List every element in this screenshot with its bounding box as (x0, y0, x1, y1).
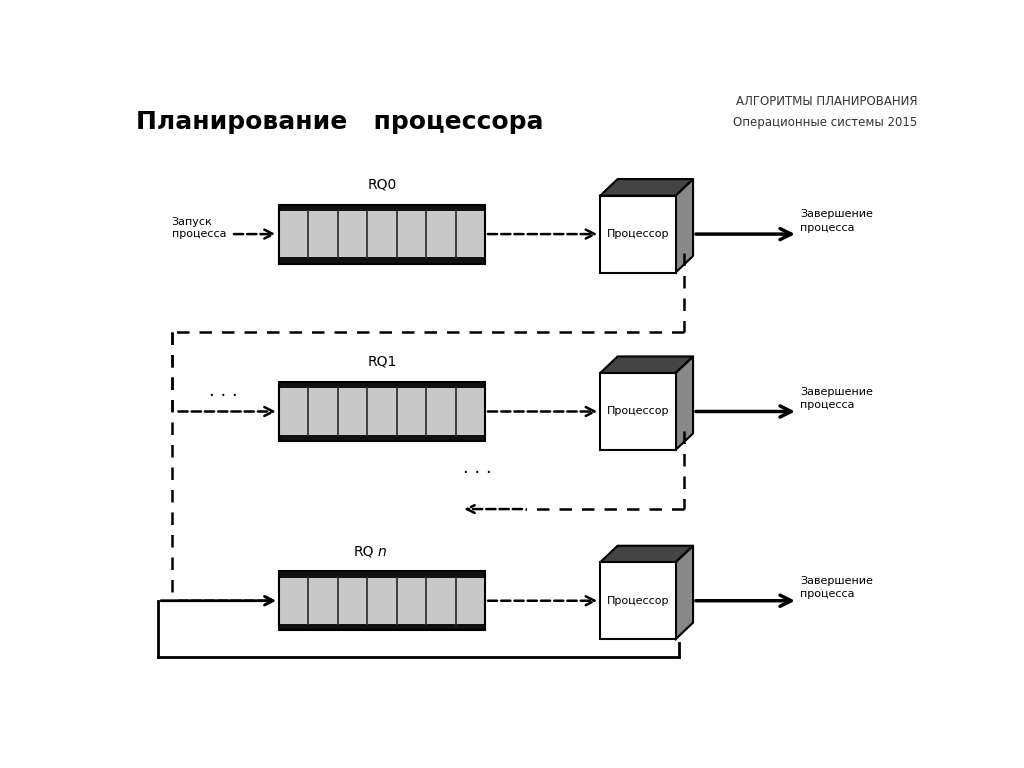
Bar (279, 624, 485, 631)
Bar (279, 382, 485, 441)
Bar (279, 257, 485, 263)
Bar (600, 562, 676, 639)
Text: . . .: . . . (209, 382, 238, 400)
Bar (279, 571, 485, 631)
Text: n: n (378, 545, 387, 559)
Bar (600, 196, 676, 273)
Text: Завершение
процесса: Завершение процесса (800, 387, 873, 410)
Text: Процессор: Процессор (606, 229, 669, 239)
Text: Завершение
процесса: Завершение процесса (800, 210, 873, 233)
Polygon shape (676, 546, 693, 639)
Polygon shape (676, 356, 693, 450)
Polygon shape (600, 179, 693, 196)
Bar (279, 571, 485, 578)
Text: RQ1: RQ1 (368, 355, 396, 369)
Text: Запуск
процесса: Запуск процесса (172, 217, 226, 239)
Bar (279, 204, 485, 263)
Text: Процессор: Процессор (606, 406, 669, 416)
Text: RQ: RQ (353, 545, 374, 558)
Bar (279, 204, 485, 263)
Polygon shape (600, 546, 693, 562)
Text: Планирование   процессора: Планирование процессора (136, 110, 544, 134)
Bar (279, 435, 485, 441)
Text: АЛГОРИТМЫ ПЛАНИРОВАНИЯ: АЛГОРИТМЫ ПЛАНИРОВАНИЯ (736, 95, 918, 108)
Bar (279, 382, 485, 441)
Bar (279, 571, 485, 631)
Bar (600, 373, 676, 450)
Text: Завершение
процесса: Завершение процесса (800, 576, 873, 599)
Text: Процессор: Процессор (606, 596, 669, 606)
Polygon shape (600, 356, 693, 373)
Bar (279, 382, 485, 389)
Text: RQ0: RQ0 (368, 177, 396, 191)
Polygon shape (676, 179, 693, 273)
Text: Операционные системы 2015: Операционные системы 2015 (733, 116, 918, 129)
Text: . . .: . . . (463, 458, 492, 477)
Bar (279, 204, 485, 211)
